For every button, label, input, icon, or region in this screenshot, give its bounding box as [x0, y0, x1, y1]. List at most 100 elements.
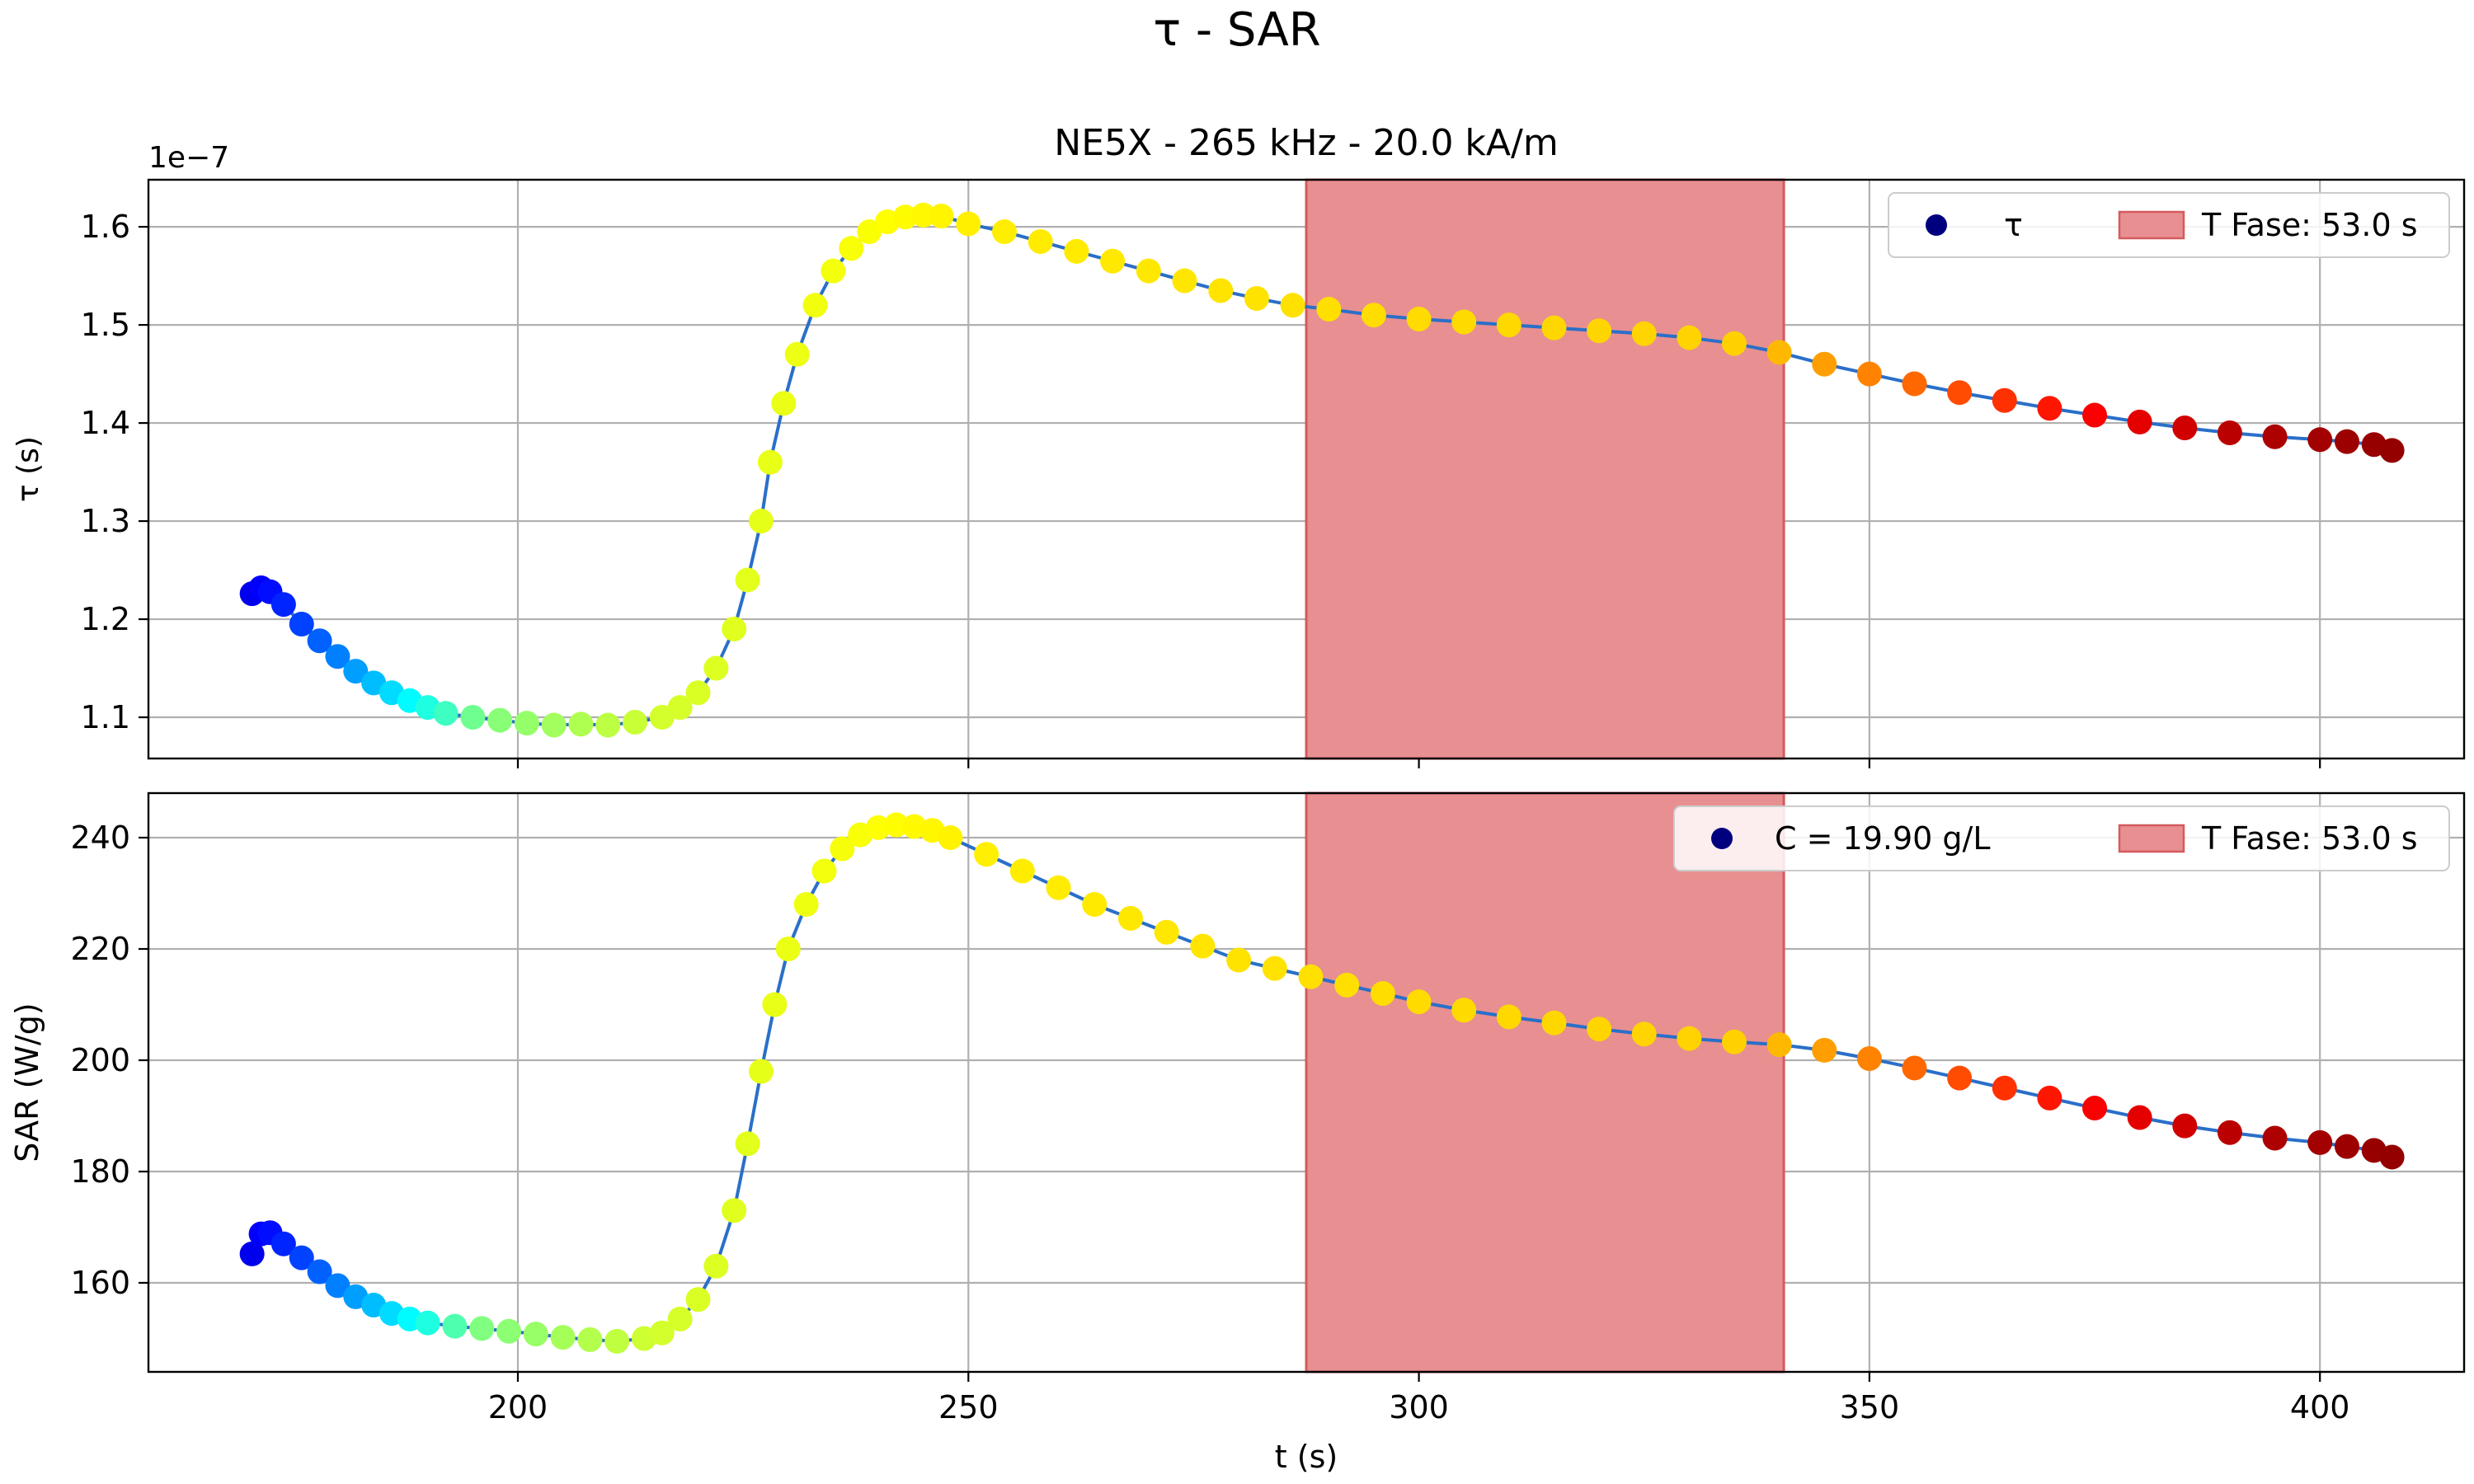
sar-phase-span	[1305, 791, 1785, 1374]
sar-data-point	[1451, 998, 1477, 1023]
tau-data-point	[1587, 318, 1612, 344]
sar-data-point	[1902, 1055, 1927, 1081]
tau-data-point	[1631, 321, 1657, 346]
sar-data-point	[1631, 1021, 1657, 1047]
sar-data-point	[811, 858, 837, 884]
sar-yticks: 160 180 200 220 240	[70, 819, 148, 1301]
tau-data-point	[1496, 312, 1522, 338]
sar-data-point	[762, 992, 788, 1017]
tau-ytick-label: 1.6	[81, 209, 130, 245]
tau-data-point	[2334, 429, 2359, 454]
sar-data-point	[938, 825, 963, 850]
sar-data-point	[685, 1287, 711, 1313]
sar-ytick-label: 160	[70, 1265, 130, 1301]
tau-ylabel: τ (s)	[12, 436, 45, 502]
sar-data-point	[1766, 1032, 1792, 1058]
tau-data-point	[1064, 238, 1089, 264]
tau-data-point	[487, 707, 513, 733]
tau-data-point	[343, 659, 369, 684]
tau-ytick-label: 1.3	[81, 503, 130, 539]
tau-data-point	[722, 616, 747, 641]
tau-data-point	[991, 219, 1017, 245]
tau-data-point	[2127, 409, 2152, 434]
tau-data-point	[2217, 420, 2242, 445]
sar-data-point	[1009, 858, 1035, 884]
tau-data-point	[757, 449, 783, 475]
sar-data-point	[307, 1259, 332, 1284]
tau-data-point	[1316, 297, 1342, 322]
sar-data-point	[496, 1318, 522, 1344]
sar-axes-frame	[147, 791, 2466, 1374]
tau-data-point	[735, 567, 760, 593]
sar-data-point	[1541, 1010, 1567, 1036]
tau-data-point	[857, 219, 882, 245]
tau-legend-phase-label: T Fase: 53.0 s	[2201, 207, 2418, 243]
tau-data-point	[514, 711, 539, 736]
sar-panel: 200 250 300 350 400 160 180 200 220 240 t (s) SA…	[9, 791, 2466, 1475]
sar-legend-phase-label: T Fase: 53.0 s	[2201, 820, 2418, 857]
tau-data-point	[1361, 303, 1386, 328]
sar-data-point	[442, 1313, 468, 1339]
tau-data-point	[1451, 309, 1477, 335]
sar-data-point	[1947, 1065, 1973, 1091]
sar-data-point	[1856, 1045, 1882, 1071]
sar-xtick-label: 350	[1840, 1389, 1900, 1425]
tau-data-point	[307, 628, 332, 654]
tau-data-point	[1902, 371, 1927, 397]
sar-data-point	[469, 1316, 495, 1341]
tau-data-point	[771, 391, 797, 416]
tau-data-point	[892, 204, 918, 230]
sar-data-point	[1406, 989, 1432, 1015]
sar-data-point	[604, 1328, 630, 1354]
tau-data-point	[667, 695, 693, 721]
tau-data-point	[784, 341, 810, 367]
tau-legend-marker	[1926, 214, 1947, 236]
sar-data-point	[1046, 875, 1071, 900]
sar-data-point	[974, 842, 999, 867]
tau-data-point	[1208, 278, 1234, 303]
sar-data-point	[748, 1059, 774, 1084]
tau-data-point	[2379, 438, 2405, 463]
tau-data-point	[685, 680, 711, 706]
sar-xtick-label: 300	[1389, 1389, 1449, 1425]
tau-data-point	[289, 611, 314, 636]
sar-legend-marker	[1711, 828, 1733, 849]
tau-data-point	[1172, 268, 1197, 294]
tau-data-point	[1992, 387, 2017, 413]
sar-legend-patch	[2118, 824, 2185, 853]
tau-y-offset-label: 1e−7	[148, 141, 229, 175]
tau-points	[239, 202, 2405, 738]
tau-data-point	[2172, 416, 2198, 441]
sar-data-point	[1298, 964, 1324, 989]
sar-data-point	[2172, 1113, 2198, 1139]
tau-legend-label: τ	[2004, 207, 2023, 243]
tau-data-point	[1100, 248, 1126, 274]
tau-data-point	[1541, 315, 1567, 340]
tau-data-point	[1677, 325, 1702, 350]
tau-data-point	[1947, 380, 1973, 406]
tau-data-point	[910, 202, 936, 228]
sar-phase-span-rect	[1305, 791, 1785, 1374]
sar-data-point	[649, 1320, 675, 1345]
tau-data-point	[1721, 331, 1747, 356]
sar-data-point	[1370, 981, 1395, 1006]
tau-data-point	[2082, 402, 2108, 428]
sar-xlabel: t (s)	[1275, 1439, 1338, 1475]
tau-data-point	[1406, 306, 1432, 331]
sar-data-point	[1992, 1075, 2017, 1101]
tau-panel-title: NE5X - 265 kHz - 20.0 kA/m	[1054, 122, 1558, 164]
sar-data-point	[325, 1273, 350, 1298]
sar-data-point	[2037, 1085, 2062, 1111]
tau-phase-span	[1305, 178, 1785, 760]
sar-xticks: 200 250 300 350 400	[488, 1372, 2349, 1425]
sar-data-point	[2127, 1105, 2152, 1130]
tau-data-point	[1766, 340, 1792, 365]
sar-data-point	[1496, 1004, 1522, 1030]
sar-data-point	[722, 1198, 747, 1223]
sar-xtick-label: 250	[938, 1389, 999, 1425]
tau-data-point	[433, 701, 459, 726]
tau-ytick-label: 1.2	[81, 601, 130, 637]
sar-data-point	[793, 892, 819, 917]
figure-suptitle: τ - SAR	[1153, 3, 1320, 57]
sar-data-point	[289, 1245, 314, 1270]
